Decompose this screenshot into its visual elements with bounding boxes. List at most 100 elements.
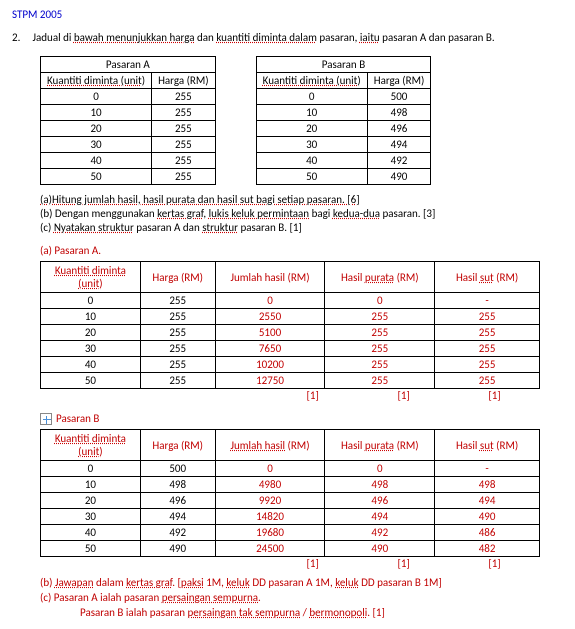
- table-b-wrap: Pasaran B Kuantiti diminta (unit)Harga (…: [256, 56, 432, 185]
- table-cell: 40: [41, 357, 141, 373]
- table-cell: 255: [152, 137, 216, 153]
- table-cell: 40: [256, 153, 367, 169]
- table-cell: 0: [215, 293, 325, 309]
- table-cell: 0: [41, 293, 141, 309]
- table-cell: 490: [367, 169, 431, 185]
- table-cell: 496: [325, 493, 435, 509]
- answer-c1: (c) Pasaran A ialah pasaran persaingan s…: [40, 591, 563, 604]
- answer-lines: (b) Jawapan dalam kertas graf. [paksi 1M…: [40, 576, 563, 619]
- table-cell: 10: [41, 477, 141, 493]
- table-cell: 486: [435, 525, 540, 541]
- table-cell: 50: [41, 541, 141, 557]
- table-cell: 20: [256, 121, 367, 137]
- page-header: STPM 2005: [12, 8, 563, 21]
- table-cell: 14820: [215, 509, 325, 525]
- table-cell: 490: [325, 541, 435, 557]
- table-cell: 10: [256, 105, 367, 121]
- table-cell: 0: [41, 461, 141, 477]
- table-a-wrap: Pasaran A Kuantiti diminta (unit)Harga (…: [40, 56, 216, 185]
- table-cell: 0: [256, 89, 367, 105]
- table-cell: 496: [367, 121, 431, 137]
- table-cell: 255: [140, 293, 215, 309]
- table-cell: 490: [140, 541, 215, 557]
- table-cell: 255: [152, 105, 216, 121]
- table-cell: 255: [435, 341, 540, 357]
- table-cell: 492: [367, 153, 431, 169]
- table-cell: -: [435, 461, 540, 477]
- table-cell: 50: [256, 169, 367, 185]
- table-cell: 500: [140, 461, 215, 477]
- marks-a: [1] [1] [1]: [40, 389, 540, 402]
- table-cell: 255: [152, 169, 216, 185]
- table-cell: 255: [140, 309, 215, 325]
- table-cell: 255: [140, 373, 215, 389]
- table-cell: 498: [140, 477, 215, 493]
- table-cell: 255: [140, 357, 215, 373]
- table-cell: 255: [435, 309, 540, 325]
- table-cell: 498: [325, 477, 435, 493]
- table-cell: 255: [152, 153, 216, 169]
- result-table-a: Kuantiti diminta (unit) Harga (RM) Jumla…: [40, 261, 540, 389]
- table-cell: 50: [41, 373, 141, 389]
- table-cell: 492: [140, 525, 215, 541]
- table-cell: 20: [41, 493, 141, 509]
- table-cell: 494: [140, 509, 215, 525]
- table-cell: 255: [325, 357, 435, 373]
- section-a-label: (a) Pasaran A.: [40, 244, 563, 257]
- table-cell: 7650: [215, 341, 325, 357]
- table-cell: 498: [435, 477, 540, 493]
- input-tables-row: Pasaran A Kuantiti diminta (unit)Harga (…: [40, 56, 563, 185]
- table-cell: 20: [41, 325, 141, 341]
- marks-b: [1] [1] [1]: [40, 557, 540, 570]
- table-cell: 0: [325, 293, 435, 309]
- table-cell: 494: [435, 493, 540, 509]
- table-cell: 10200: [215, 357, 325, 373]
- table-cell: 255: [325, 341, 435, 357]
- table-cell: 255: [435, 325, 540, 341]
- table-cell: 255: [140, 325, 215, 341]
- table-cell: 0: [41, 89, 152, 105]
- table-cell: 50: [41, 169, 152, 185]
- table-cell: 255: [435, 357, 540, 373]
- table-cell: 255: [152, 121, 216, 137]
- sub-question-a: (a)Hitung jumlah hasil, hasil purata dan…: [40, 193, 563, 206]
- question-number: 2.: [12, 31, 30, 44]
- table-cell: 30: [256, 137, 367, 153]
- section-b-label: Pasaran B: [40, 412, 563, 425]
- answer-b: (b) Jawapan dalam kertas graf. [paksi 1M…: [40, 576, 563, 589]
- table-cell: 496: [140, 493, 215, 509]
- table-cell: 255: [152, 89, 216, 105]
- expand-icon[interactable]: [40, 413, 52, 425]
- table-cell: 255: [325, 325, 435, 341]
- sub-question-b: (b) Dengan menggunakan kertas graf, luki…: [40, 207, 563, 220]
- sub-question-c: (c) Nyatakan struktur pasaran A dan stru…: [40, 221, 563, 234]
- table-cell: 30: [41, 137, 152, 153]
- table-cell: 24500: [215, 541, 325, 557]
- table-cell: 5100: [215, 325, 325, 341]
- table-cell: 40: [41, 525, 141, 541]
- table-cell: 2550: [215, 309, 325, 325]
- table-cell: 492: [325, 525, 435, 541]
- table-cell: -: [435, 293, 540, 309]
- table-cell: 30: [41, 341, 141, 357]
- table-cell: 494: [367, 137, 431, 153]
- table-cell: 255: [140, 341, 215, 357]
- table-cell: 40: [41, 153, 152, 169]
- table-cell: 255: [435, 373, 540, 389]
- table-cell: 9920: [215, 493, 325, 509]
- table-cell: 19680: [215, 525, 325, 541]
- table-cell: 494: [325, 509, 435, 525]
- table-cell: 10: [41, 105, 152, 121]
- result-table-b: Kuantiti diminta (unit) Harga (RM) Jumla…: [40, 429, 540, 557]
- table-cell: 12750: [215, 373, 325, 389]
- table-cell: 490: [435, 509, 540, 525]
- table-b-caption: Pasaran B: [256, 57, 431, 73]
- answer-c2: Pasaran B ialah pasaran persaingan tak s…: [80, 606, 563, 619]
- table-a: Pasaran A Kuantiti diminta (unit)Harga (…: [40, 56, 216, 185]
- table-cell: 0: [215, 461, 325, 477]
- table-cell: 0: [325, 461, 435, 477]
- table-a-caption: Pasaran A: [41, 57, 216, 73]
- table-cell: 498: [367, 105, 431, 121]
- table-cell: 482: [435, 541, 540, 557]
- table-cell: 20: [41, 121, 152, 137]
